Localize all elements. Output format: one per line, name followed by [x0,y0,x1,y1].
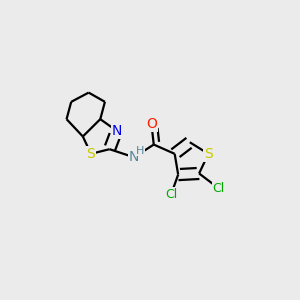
Text: Cl: Cl [165,188,177,201]
Text: Cl: Cl [213,182,225,195]
Text: S: S [87,147,95,161]
Text: N: N [111,124,122,138]
Text: O: O [146,117,157,131]
Text: S: S [204,147,213,161]
Text: N: N [129,150,139,164]
Text: H: H [136,146,145,156]
